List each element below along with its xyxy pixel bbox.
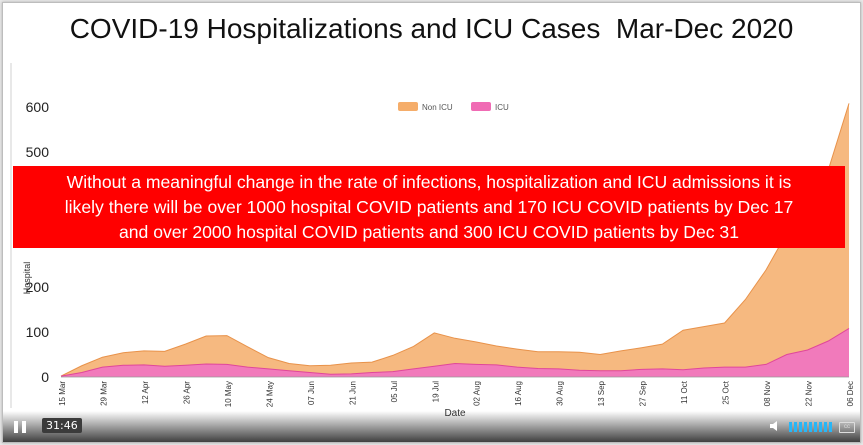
x-tick-label: 13 Sep <box>597 380 606 406</box>
legend-swatch <box>398 102 418 111</box>
x-tick-label: 05 Jul <box>390 381 399 403</box>
player-controls: 31:46 cc <box>3 411 860 442</box>
x-tick-label: 27 Sep <box>639 380 648 406</box>
captions-button[interactable]: cc <box>839 422 855 433</box>
legend-label: Non ICU <box>422 103 453 112</box>
y-axis-label: Hospital <box>22 262 32 295</box>
banner-line-2: likely there will be over 1000 hospital … <box>64 196 794 217</box>
x-tick-label: 19 Jul <box>431 381 440 403</box>
y-tick-label: 100 <box>26 324 50 340</box>
series-area-non-icu <box>61 103 849 377</box>
x-tick-label: 06 Dec <box>846 381 855 406</box>
warning-banner: Without a meaningful change in the rate … <box>13 166 845 248</box>
banner-line-1: Without a meaningful change in the rate … <box>66 171 792 192</box>
x-tick-label: 10 May <box>224 381 233 407</box>
legend-label: ICU <box>495 103 509 112</box>
chart-title: COVID-19 Hospitalizations and ICU Cases … <box>69 13 794 44</box>
x-tick-label: 24 May <box>265 381 274 407</box>
x-tick-label: 07 Jun <box>307 381 316 405</box>
pause-icon[interactable] <box>14 421 28 433</box>
y-tick-label: 0 <box>41 369 49 385</box>
y-tick-label: 600 <box>26 99 50 115</box>
elapsed-time: 31:46 <box>42 418 82 433</box>
legend-swatch <box>471 102 491 111</box>
x-tick-label: 15 Mar <box>58 381 67 406</box>
series-line-non-icu <box>60 103 850 377</box>
x-tick-label: 12 Apr <box>141 381 150 404</box>
x-tick-label: 29 Mar <box>99 381 108 406</box>
volume-slider[interactable] <box>789 422 832 432</box>
x-tick-label: 16 Aug <box>514 381 523 406</box>
y-tick-label: 200 <box>26 279 50 295</box>
x-tick-label: 11 Oct <box>680 380 689 404</box>
volume-icon[interactable] <box>770 420 782 432</box>
series-area-icu <box>61 328 849 377</box>
x-tick-label: 26 Apr <box>182 381 191 404</box>
x-tick-label: 22 Nov <box>805 381 814 406</box>
x-tick-label: 02 Aug <box>473 381 482 406</box>
x-tick-label: 25 Oct <box>722 380 731 404</box>
x-tick-label: 21 Jun <box>348 381 357 405</box>
x-tick-label: 08 Nov <box>763 381 772 406</box>
series-line-icu <box>60 327 850 377</box>
banner-line-3: and over 2000 hospital COVID patients an… <box>118 221 740 242</box>
y-tick-label: 500 <box>26 144 50 160</box>
x-tick-label: 30 Aug <box>556 381 565 406</box>
